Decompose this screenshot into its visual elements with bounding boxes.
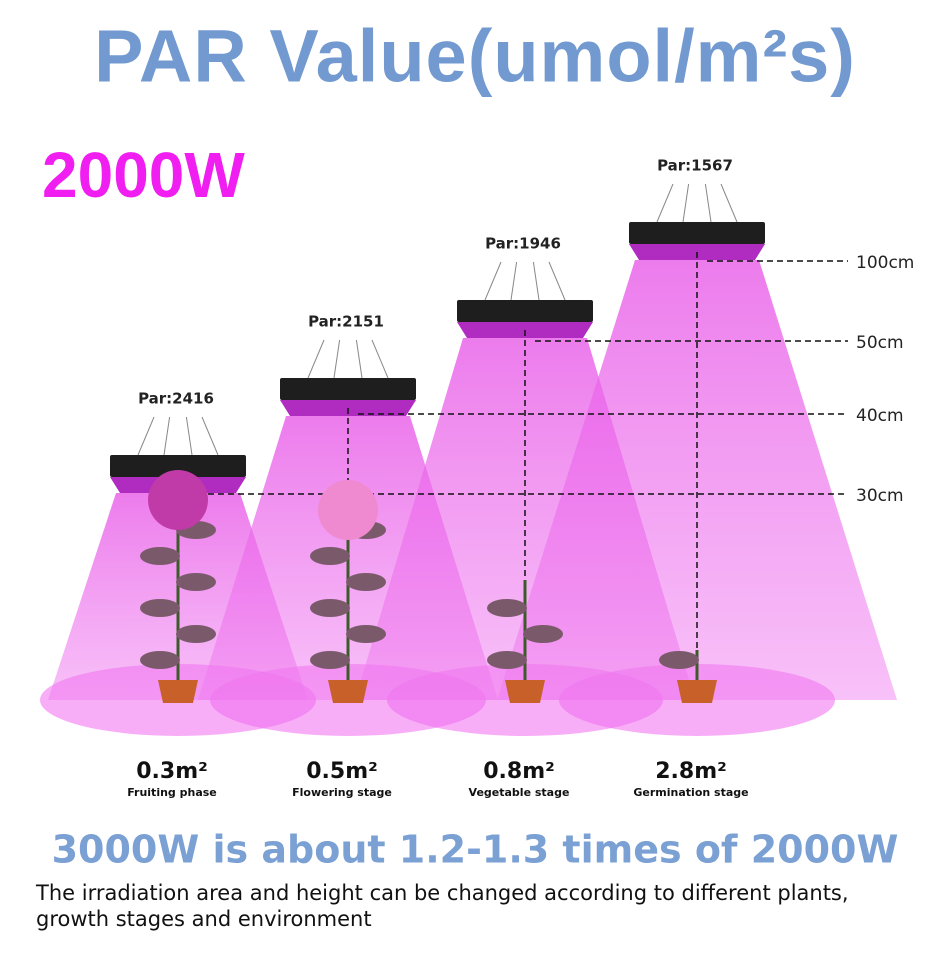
scene: Par:2416 30cm 0.3m² Fruiting phase Par:2151 4… — [110, 157, 914, 799]
area-label: 2.8m² — [655, 759, 727, 784]
wire — [704, 183, 712, 223]
leaf — [310, 651, 350, 669]
lamp-body — [629, 222, 765, 244]
area-label: 0.5m² — [306, 759, 378, 784]
wire — [720, 183, 738, 223]
leaf — [176, 625, 216, 643]
wire — [185, 416, 193, 456]
wire — [510, 261, 518, 301]
leaf — [140, 599, 180, 617]
lamp-body — [280, 378, 416, 400]
par-label: Par:1946 — [485, 235, 561, 253]
wire — [371, 339, 389, 379]
lamp-body — [110, 455, 246, 477]
stage-label: Fruiting phase — [127, 786, 217, 799]
wire — [355, 339, 363, 379]
wire — [682, 183, 690, 223]
leaf — [140, 547, 180, 565]
leaf — [310, 547, 350, 565]
stage-label: Flowering stage — [292, 786, 392, 799]
par-label: Par:2416 — [138, 390, 214, 408]
leaf — [346, 625, 386, 643]
height-label: 40cm — [856, 406, 904, 426]
infographic: PAR Value(umol/m²s) 2000W Par:2416 30cm 0.… — [40, 15, 914, 872]
stage-label: Germination stage — [633, 786, 748, 799]
flower — [318, 480, 378, 540]
headline: 3000W is about 1.2-1.3 times of 2000W — [52, 828, 899, 871]
wire — [163, 416, 171, 456]
height-label: 100cm — [856, 253, 914, 273]
title: PAR Value(umol/m²s) — [94, 15, 856, 98]
stage-label: Vegetable stage — [469, 786, 570, 799]
leaf — [346, 573, 386, 591]
wire — [484, 261, 502, 301]
leaf — [140, 651, 180, 669]
par-label: Par:2151 — [308, 313, 384, 331]
wattage: 2000W — [42, 139, 245, 211]
leaf — [176, 573, 216, 591]
note: The irradiation area and height can be c… — [36, 881, 849, 931]
leaf — [487, 599, 527, 617]
area-label: 0.3m² — [136, 759, 208, 784]
leaf — [310, 599, 350, 617]
leaf — [523, 625, 563, 643]
pot — [158, 680, 198, 703]
wire — [201, 416, 219, 456]
wire — [333, 339, 341, 379]
wire — [137, 416, 155, 456]
pot — [677, 680, 717, 703]
wire — [656, 183, 674, 223]
pot — [505, 680, 545, 703]
light-cone — [497, 260, 897, 700]
leaf — [487, 651, 527, 669]
height-label: 50cm — [856, 333, 904, 353]
wire — [307, 339, 325, 379]
pot — [328, 680, 368, 703]
wire — [532, 261, 540, 301]
height-label: 30cm — [856, 486, 904, 506]
area-label: 0.8m² — [483, 759, 555, 784]
flower — [148, 470, 208, 530]
leaf — [659, 651, 699, 669]
par-label: Par:1567 — [657, 157, 733, 175]
lamp-body — [457, 300, 593, 322]
wire — [548, 261, 566, 301]
